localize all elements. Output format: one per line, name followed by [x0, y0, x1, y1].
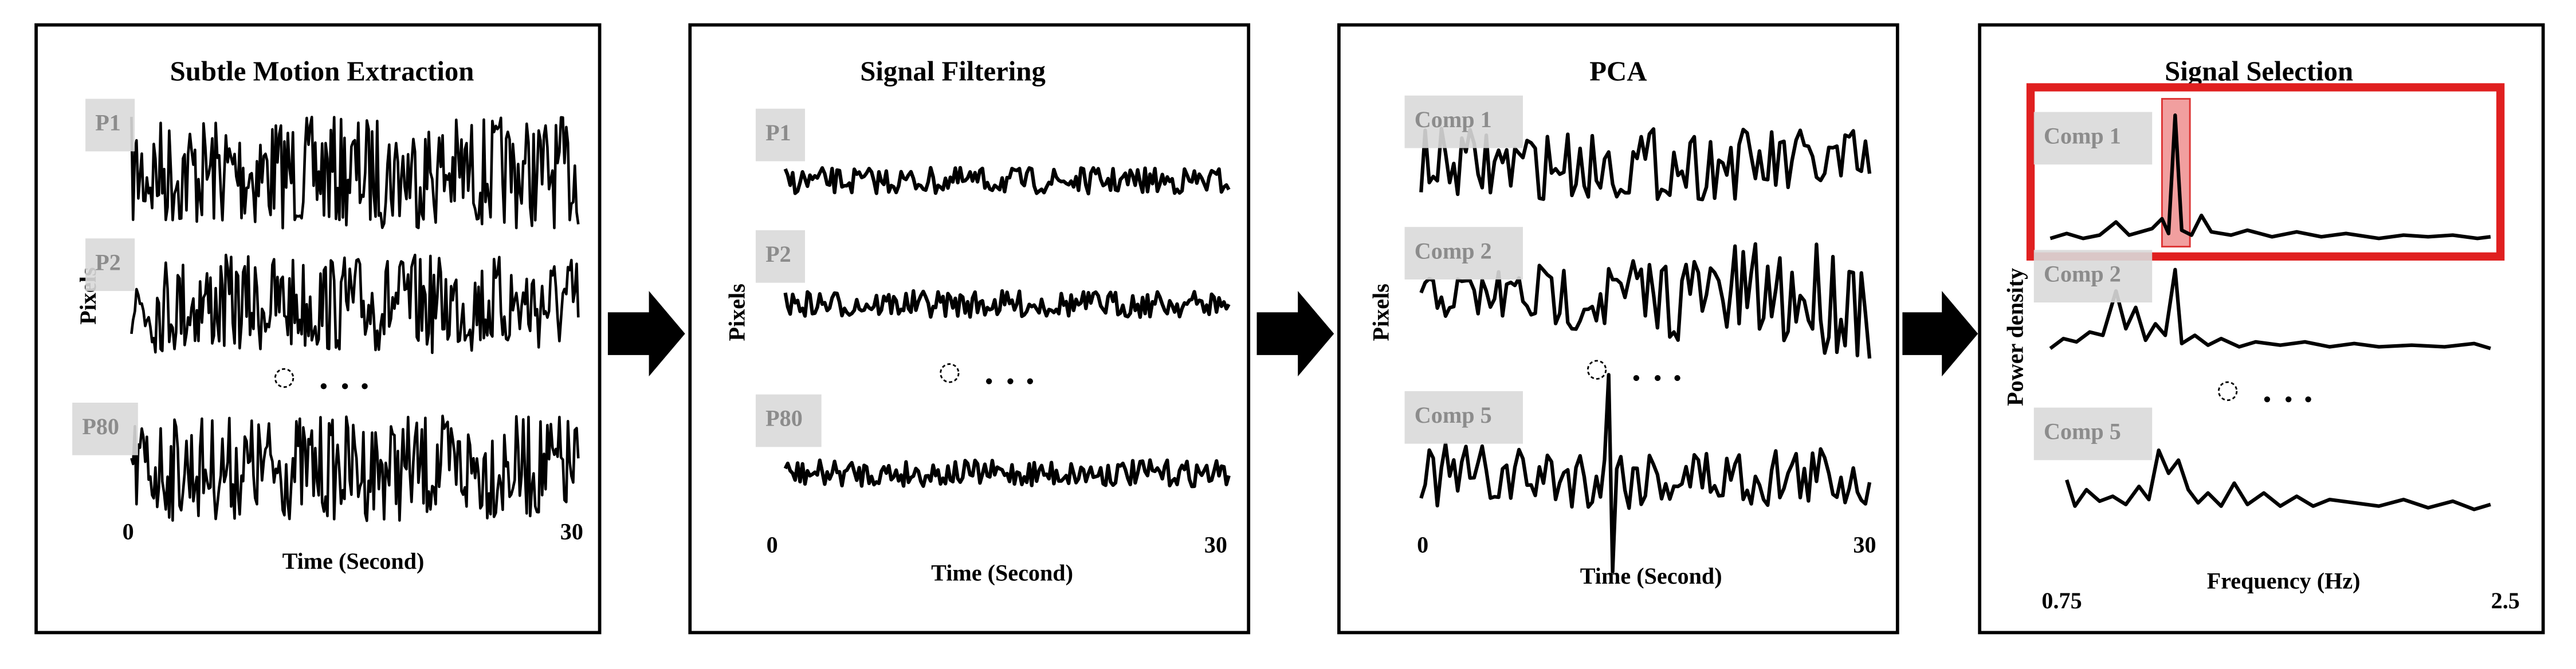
- panel-title: Subtle Motion Extraction: [170, 56, 474, 87]
- ellipsis-dot: [1674, 375, 1680, 381]
- panel: Signal Filtering Pixels Time (Second) 0 30 P1…: [688, 23, 1251, 635]
- row-label: Comp 5: [1415, 402, 1492, 428]
- x-tick-label: 0: [123, 519, 134, 545]
- label-box: [85, 99, 135, 152]
- row-label: Comp 2: [1415, 238, 1492, 263]
- panel-frame: [34, 23, 602, 635]
- ellipsis-dot: [985, 378, 992, 384]
- signal-trace: [130, 116, 580, 230]
- label-box: [755, 108, 805, 162]
- ellipsis-dot: [2264, 396, 2271, 403]
- ellipsis-dot: [2305, 396, 2311, 403]
- ellipsis-dot: [1633, 375, 1640, 381]
- x-axis-label: Frequency (Hz): [2207, 568, 2361, 594]
- row-label: Comp 2: [2044, 261, 2121, 286]
- ellipsis-circle: [2217, 381, 2238, 402]
- label-box: [72, 402, 138, 455]
- arrow: [1256, 291, 1334, 377]
- row-label: Comp 5: [2044, 419, 2121, 444]
- ellipsis-dot: [1027, 378, 1033, 384]
- row-label: Comp 1: [2044, 123, 2121, 149]
- panel-frame: [1978, 23, 2545, 635]
- signal-trace: [130, 253, 580, 355]
- arrows: [607, 291, 1978, 377]
- row-label: P1: [765, 120, 791, 145]
- x-tick-label: 0: [1417, 532, 1428, 558]
- x-axis-label: Time (Second): [931, 560, 1073, 585]
- label-box: [1404, 227, 1523, 280]
- ellipsis-circle: [274, 368, 294, 388]
- ellipsis-dot: [2286, 396, 2292, 403]
- row-label: P2: [765, 241, 791, 267]
- row-label: P80: [82, 414, 119, 439]
- signal-trace: [2065, 448, 2491, 511]
- arrow: [607, 291, 685, 377]
- label-box: [2033, 112, 2153, 165]
- selection-box: [2026, 83, 2505, 261]
- ellipsis-dot: [1654, 375, 1661, 381]
- signal-trace: [2049, 113, 2491, 241]
- x-tick-label: 2.5: [2491, 588, 2520, 613]
- ellipsis-circle: [1587, 360, 1607, 380]
- panel-title: Signal Selection: [2165, 56, 2353, 87]
- signal-trace: [1419, 242, 1872, 359]
- y-axis-label: Pixels: [724, 284, 750, 341]
- x-tick-label: 30: [1204, 532, 1227, 558]
- label-box: [2033, 407, 2153, 461]
- signal-trace: [130, 414, 580, 522]
- panel-title: PCA: [1589, 56, 1647, 87]
- signal-trace: [1419, 373, 1872, 574]
- panel-frame: [688, 23, 1251, 635]
- panel-title: Signal Filtering: [860, 56, 1046, 87]
- panel: Signal Selection Power density Frequency (…: [1978, 23, 2545, 635]
- ellipsis-dot: [1007, 378, 1014, 384]
- label-box: [1404, 95, 1523, 148]
- y-axis-label: Power density: [2002, 268, 2028, 406]
- x-tick-label: 30: [560, 519, 583, 545]
- ellipsis-dot: [341, 383, 348, 389]
- x-tick-label: 0.75: [2041, 588, 2082, 613]
- row-label: Comp 1: [1415, 107, 1492, 132]
- ellipsis-dot: [320, 383, 327, 389]
- signal-trace: [783, 458, 1231, 489]
- label-box: [755, 230, 805, 283]
- x-tick-label: 0: [767, 532, 778, 558]
- label-box: [85, 238, 135, 292]
- signal-trace: [1419, 127, 1872, 202]
- panel: PCA Pixels Time (Second) 0 30 Comp 1 Comp 2 Com…: [1337, 23, 1899, 635]
- row-label: P1: [95, 110, 121, 136]
- signal-trace: [783, 166, 1231, 196]
- x-axis-label: Time (Second): [282, 548, 425, 574]
- label-box: [2033, 250, 2153, 303]
- signal-trace: [2049, 267, 2491, 351]
- arrow: [1902, 291, 1978, 377]
- label-box: [1404, 391, 1523, 444]
- row-label: P2: [95, 249, 121, 275]
- y-axis-label: Pixels: [1368, 284, 1394, 341]
- panel-frame: [1337, 23, 1899, 635]
- ellipsis-dot: [362, 383, 368, 389]
- x-axis-label: Time (Second): [1580, 563, 1722, 589]
- signal-trace: [783, 289, 1231, 319]
- label-box: [755, 394, 822, 447]
- row-label: P80: [765, 406, 803, 431]
- x-tick-label: 30: [1853, 532, 1876, 558]
